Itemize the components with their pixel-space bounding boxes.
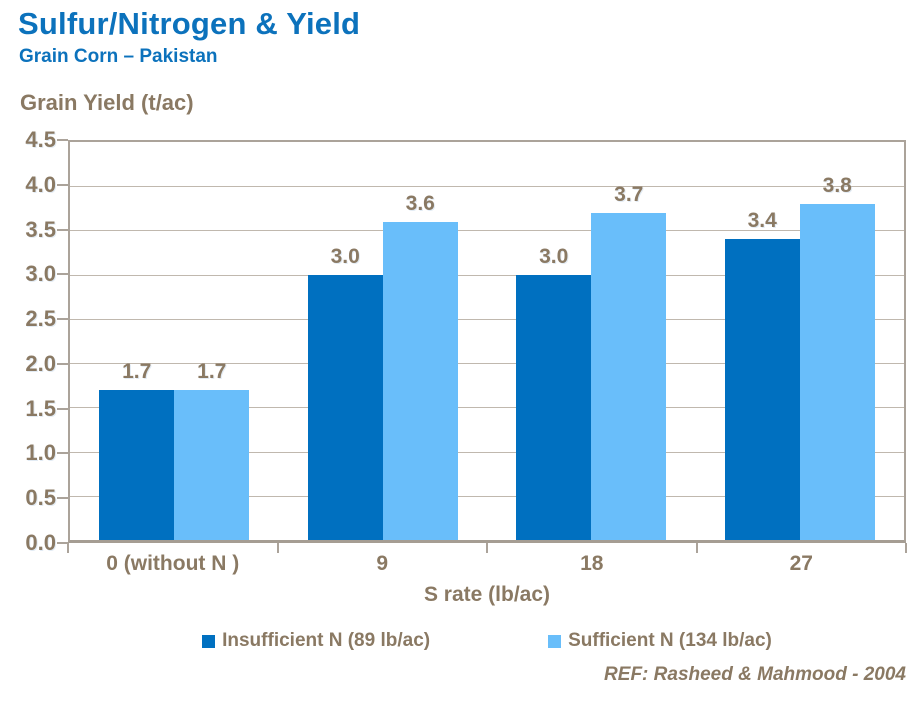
gridline [70,495,904,497]
y-tick-mark [57,452,68,455]
legend-label: Sufficient N (134 lb/ac) [568,630,772,651]
legend-item-1: Sufficient N (134 lb/ac) [548,630,772,652]
y-tick-label: 2.0 [25,350,56,376]
legend-swatch-icon [202,634,216,648]
bar-value-label: 3.0 [330,244,360,268]
y-tick-label: 2.5 [25,306,56,332]
bar-value-label: 3.7 [614,182,644,206]
x-category-label: 0 (without N ) [106,552,240,575]
x-tick-mark [276,543,279,553]
x-tick-mark [695,543,698,553]
bar-series-1-cat-3: 3.8 [799,174,875,540]
y-tick-mark [57,228,68,231]
y-tick-mark [57,183,68,186]
y-tick-label: 1.5 [25,395,56,421]
bar-group-0: 1.7 1.7 [70,142,279,540]
y-tick-label: 4.0 [25,171,56,197]
y-axis-tick-labels: 0.0 0.5 1.0 1.5 2.0 2.5 3.0 3.5 4.0 4.5 [0,129,56,554]
gridline [70,451,904,453]
x-category-label: 9 [376,552,389,575]
bar-group-2: 3.0 3.7 [487,142,696,540]
plot-area: 1.7 1.7 3.0 3.6 3.0 3.7 3.4 3.8 [68,140,906,543]
bar-value-label: 3.0 [539,244,569,268]
bar-value-label: 1.7 [122,359,152,383]
bar-group-3: 3.4 3.8 [696,142,905,540]
gridline [70,318,904,320]
bar-series-1-cat-2: 3.7 [591,183,667,540]
x-axis-tick-marks [67,543,907,553]
bar-series-1-cat-0: 1.7 [174,360,250,540]
y-tick-label: 1.0 [25,440,56,466]
bar-value-label: 3.6 [405,191,435,215]
bar-series-0-cat-1: 3.0 [307,245,383,540]
y-tick-label: 4.5 [25,127,56,152]
y-tick-label: 3.0 [25,261,56,287]
gridline [70,186,904,188]
gridline [70,230,904,232]
y-tick-mark [57,273,68,276]
legend: Insufficient N (89 lb/ac) Sufficient N (1… [68,630,906,652]
legend-item-0: Insufficient N (89 lb/ac) [202,630,430,652]
y-tick-mark [57,139,68,141]
gridline [70,363,904,365]
x-tick-mark [67,543,69,553]
bar-value-label: 3.8 [822,173,852,197]
bar-value-label: 3.4 [747,209,777,233]
y-axis-tick-marks [57,139,68,544]
bar-group-1: 3.0 3.6 [279,142,488,540]
reference-text: REF: Rasheed & Mahmood - 2004 [604,664,906,685]
chart-title: Sulfur/Nitrogen & Yield [18,6,361,41]
x-axis-category-labels: 0 (without N ) 9 18 27 [68,552,906,576]
x-category-label: 18 [580,552,604,575]
y-tick-mark [57,362,68,365]
gridline [70,274,904,276]
bar-series-1-cat-1: 3.6 [382,192,458,540]
bar-series-0-cat-2: 3.0 [516,245,592,540]
y-tick-mark [57,407,68,410]
y-tick-label: 0.5 [25,485,56,511]
y-tick-mark [57,497,68,500]
bar-series-0-cat-3: 3.4 [724,209,800,540]
y-tick-mark [57,542,68,544]
legend-swatch-icon [548,634,562,648]
chart-subtitle: Grain Corn – Pakistan [19,46,218,67]
bar-series-0-cat-0: 1.7 [99,360,175,540]
x-axis-title: S rate (lb/ac) [423,583,551,606]
bar-groups: 1.7 1.7 3.0 3.6 3.0 3.7 3.4 3.8 [70,142,904,540]
y-tick-label: 0.0 [25,530,56,555]
gridline [70,407,904,409]
legend-label: Insufficient N (89 lb/ac) [222,630,431,651]
x-tick-mark [905,543,907,553]
x-tick-mark [486,543,488,553]
bar-value-label: 1.7 [197,359,227,383]
x-category-label: 27 [789,552,813,575]
y-tick-label: 3.5 [25,216,56,242]
y-tick-mark [57,318,68,321]
y-axis-title: Grain Yield (t/ac) [20,90,194,115]
